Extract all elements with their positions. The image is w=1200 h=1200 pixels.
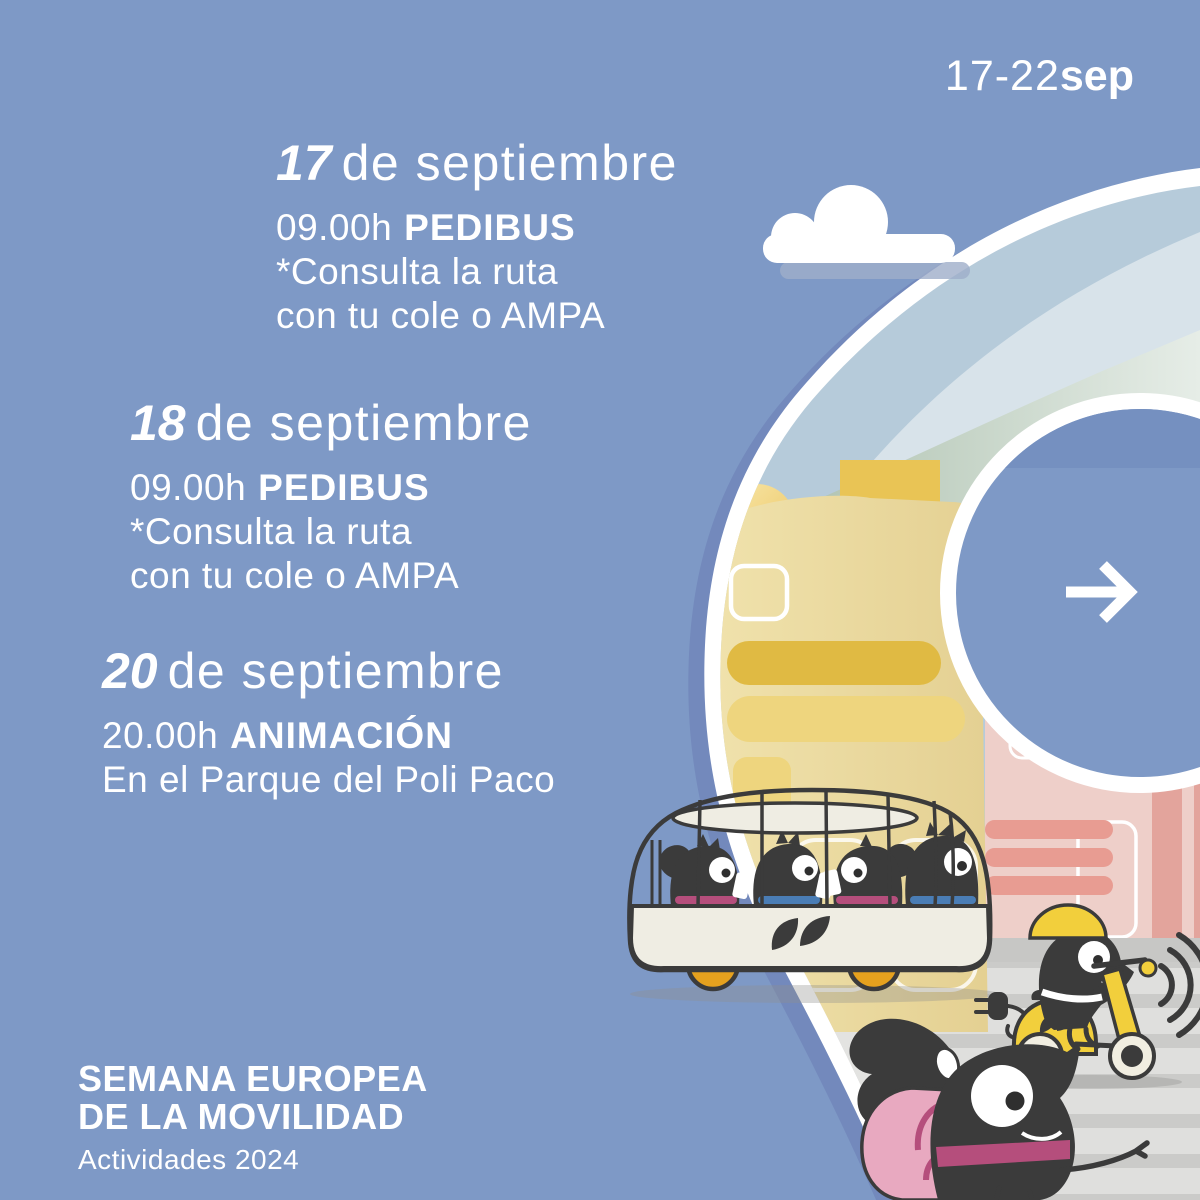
event-time-title: 09.00h PEDIBUS — [276, 207, 576, 248]
ponytail — [659, 845, 691, 880]
campaign-title-line1: SEMANA EUROPEA — [78, 1058, 428, 1099]
event-sept-18: 18 de septiembre 09.00h PEDIBUS *Consulta … — [130, 394, 532, 598]
character-eye — [971, 1065, 1033, 1127]
headlight — [1138, 958, 1158, 978]
leaf-logo-icon — [771, 916, 830, 950]
leg — [993, 1185, 1035, 1200]
campaign-subtitle: Actividades 2024 — [78, 1144, 300, 1175]
bus-window-frames — [696, 790, 956, 907]
event-time-title: 09.00h PEDIBUS — [130, 467, 430, 508]
walking-character — [849, 1018, 1150, 1200]
event-sept-17: 17 de septiembre 09.00h PEDIBUS *Consulta … — [276, 134, 678, 338]
scooter-wheel — [1108, 1032, 1156, 1080]
event-note: con tu cole o AMPA — [130, 555, 460, 596]
handrail — [650, 840, 662, 906]
window-icon — [728, 563, 790, 622]
event-note: En el Parque del Poli Paco — [102, 759, 556, 800]
rider-body — [1038, 929, 1134, 1030]
next-arrow-button[interactable] — [1066, 561, 1138, 623]
event-time-title: 20.00h ANIMACIÓN — [102, 715, 453, 756]
backpack — [860, 1086, 956, 1200]
dates-badge: 17-22sep — [945, 52, 1134, 101]
cloud-shadow — [780, 262, 970, 279]
handlebar — [1091, 957, 1148, 969]
event-note: con tu cole o AMPA — [276, 295, 606, 336]
bus-illustration — [627, 787, 1000, 1003]
dates-month: sep — [1059, 52, 1134, 100]
bus-shadow — [630, 985, 1000, 1003]
event-date: 17 de septiembre — [276, 135, 678, 191]
phone — [732, 872, 752, 900]
event-note: *Consulta la ruta — [130, 511, 413, 552]
bus-roof — [671, 801, 919, 835]
next-arrow-icon — [1066, 561, 1138, 623]
footer: SEMANA EUROPEA DE LA MOVILIDAD Actividad… — [78, 1060, 428, 1176]
helmet-icon — [1028, 903, 1108, 940]
character-smile — [1020, 1130, 1063, 1141]
event-note: *Consulta la ruta — [276, 251, 559, 292]
bus-passenger — [659, 834, 752, 906]
hole-shade — [1005, 409, 1200, 468]
dates-range: 17-22 — [944, 52, 1060, 100]
campaign-title-line2: DE LA MOVILIDAD — [78, 1096, 405, 1137]
rider-stripe — [1040, 988, 1103, 1003]
cloud-icon — [763, 185, 970, 279]
event-sept-20: 20 de septiembre 20.00h ANIMACIÓN En el Pa… — [102, 642, 555, 802]
event-date: 18 de septiembre — [130, 395, 532, 451]
footboard — [1073, 1041, 1119, 1049]
belt — [936, 1140, 1070, 1167]
arm — [1059, 1140, 1150, 1173]
bus-passenger — [905, 822, 979, 906]
signal-waves-icon — [1158, 932, 1200, 1038]
event-date: 20 de septiembre — [102, 643, 504, 699]
